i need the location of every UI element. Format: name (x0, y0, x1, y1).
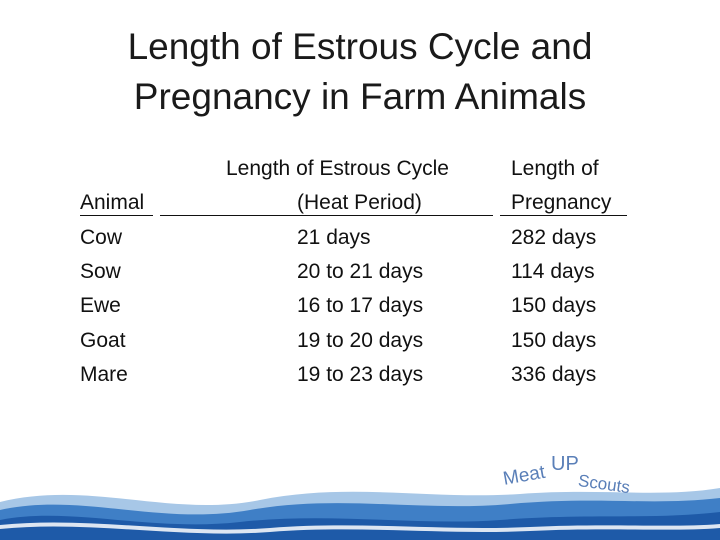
header-pregnancy-line-2: Pregnancy (511, 191, 612, 214)
logo-wave-white-band (0, 522, 720, 534)
header-animal: Animal (80, 191, 145, 214)
slide-title-line-1: Length of Estrous Cycle and (127, 26, 593, 67)
header-pregnancy-line-1: Length of (511, 157, 599, 180)
logo-word-meat: Meat (502, 462, 548, 490)
cell-estrous: 16 to 17 days (297, 294, 424, 317)
cell-pregnancy: 282 days (511, 226, 597, 249)
cell-animal: Cow (80, 226, 123, 249)
cell-animal: Sow (80, 260, 121, 283)
cell-estrous: 21 days (297, 226, 371, 249)
cell-estrous: 20 to 21 days (297, 260, 424, 283)
slide-title-line-2: Pregnancy in Farm Animals (133, 76, 587, 117)
cell-estrous: 19 to 20 days (297, 329, 424, 352)
header-underline-pregnancy (500, 215, 627, 216)
cell-estrous: 19 to 23 days (297, 363, 424, 386)
cell-animal: Goat (80, 329, 126, 352)
header-estrous-line-1: Length of Estrous Cycle (226, 157, 449, 180)
header-underline-estrous (160, 215, 493, 216)
slide-title: Length of Estrous Cycle and Pregnancy in… (0, 22, 720, 122)
cell-pregnancy: 150 days (511, 329, 597, 352)
logo-word-up: UP (551, 453, 579, 475)
cell-pregnancy: 114 days (511, 260, 595, 283)
cell-pregnancy: 336 days (511, 363, 597, 386)
cell-pregnancy: 150 days (511, 294, 597, 317)
cell-animal: Ewe (80, 294, 121, 317)
header-estrous-line-2: (Heat Period) (297, 191, 422, 214)
cell-animal: Mare (80, 363, 128, 386)
header-underline-animal (80, 215, 153, 216)
meat-up-scouts-logo: Meat UP Scouts (0, 453, 720, 540)
